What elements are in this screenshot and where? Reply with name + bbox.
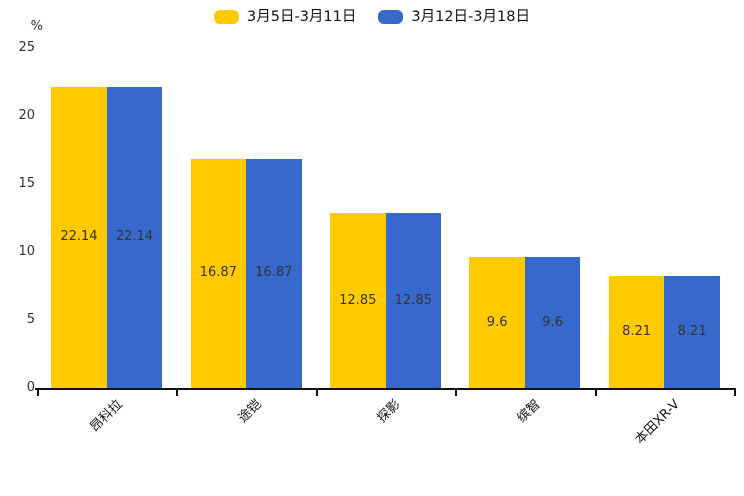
bar (524, 257, 581, 388)
bar (106, 86, 163, 388)
y-axis-tick-label: 25 (18, 40, 35, 55)
bar (385, 213, 441, 388)
bar-value-label: 22.14 (60, 229, 98, 245)
x-axis-line (35, 388, 736, 390)
bar (469, 257, 525, 388)
x-axis-tick (315, 388, 318, 396)
bar-value-label: 12.85 (394, 292, 432, 308)
bar-value-label: 16.87 (199, 265, 237, 281)
x-axis-tick (734, 388, 736, 396)
x-axis-tick (455, 388, 458, 396)
legend-item[interactable]: 3月5日-3月11日 (214, 8, 356, 26)
bar (190, 158, 247, 388)
bar-value-label: 22.14 (115, 229, 154, 245)
bar (51, 86, 107, 388)
legend-item[interactable]: 3月12日-3月18日 (378, 8, 530, 26)
bar-value-label: 9.6 (542, 314, 563, 330)
bar-value-label: 9.6 (486, 314, 508, 330)
bar-value-label: 8.21 (677, 324, 707, 340)
bar (330, 213, 386, 388)
legend: 3月5日-3月11日 3月12日-3月18日 (0, 8, 744, 26)
y-axis-tick-label: 10 (18, 244, 35, 259)
x-axis-tick (176, 388, 179, 396)
x-axis-category-label: 缤智 (514, 397, 544, 427)
x-axis-category-label: 本田XR-V (632, 397, 683, 448)
y-axis-tick-label: 15 (18, 176, 35, 191)
legend-swatch-icon (214, 10, 240, 24)
bar-value-label: 12.85 (339, 292, 377, 308)
x-axis-tick (37, 388, 39, 396)
legend-swatch-icon (378, 10, 404, 24)
legend-label: 3月5日-3月11日 (247, 9, 357, 25)
x-axis-category-label: 探影 (375, 397, 405, 427)
legend-label: 3月12日-3月18日 (411, 9, 530, 25)
bar-value-label: 8.21 (622, 324, 652, 340)
y-axis-tick-label: 0 (26, 380, 35, 395)
x-axis-category-label: 途铠 (235, 397, 265, 427)
y-axis-tick-label: 20 (18, 108, 35, 123)
y-axis-unit-label: % (30, 19, 43, 34)
bar (246, 158, 302, 388)
bar (664, 276, 720, 388)
bar-value-label: 16.87 (255, 265, 293, 281)
x-axis-tick (594, 388, 597, 396)
bar (608, 276, 665, 388)
x-axis-category-label: 昂科拉 (87, 397, 126, 436)
y-axis-tick-label: 5 (26, 312, 35, 327)
